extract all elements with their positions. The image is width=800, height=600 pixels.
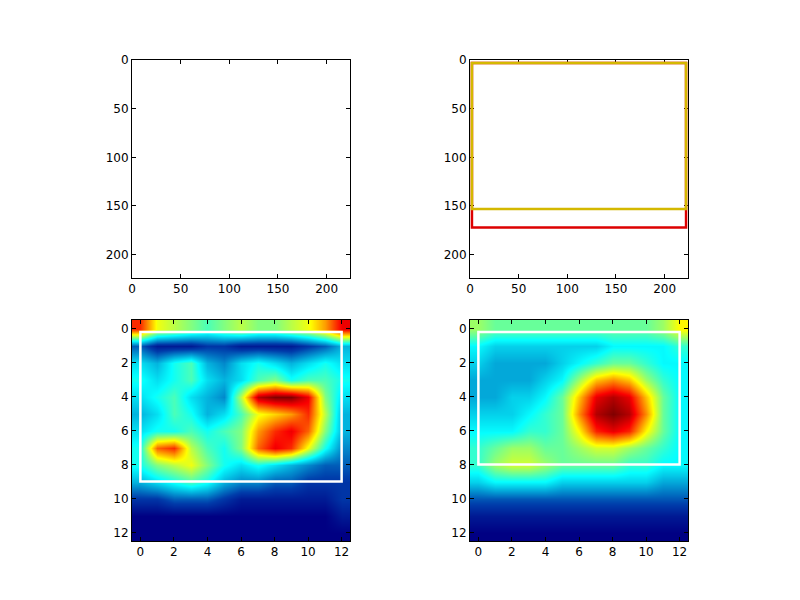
svg-text:150: 150	[605, 282, 628, 296]
svg-text:10: 10	[638, 545, 653, 559]
svg-text:100: 100	[556, 282, 579, 296]
svg-text:8: 8	[459, 458, 467, 472]
svg-text:150: 150	[444, 199, 467, 213]
svg-text:200: 200	[106, 248, 129, 262]
svg-text:0: 0	[466, 282, 474, 296]
svg-text:10: 10	[300, 545, 315, 559]
svg-text:0: 0	[459, 322, 467, 336]
svg-text:200: 200	[444, 248, 467, 262]
svg-text:8: 8	[121, 458, 129, 472]
svg-text:12: 12	[672, 545, 687, 559]
svg-text:12: 12	[113, 526, 128, 540]
svg-text:6: 6	[459, 424, 467, 438]
svg-text:2: 2	[170, 545, 178, 559]
svg-text:0: 0	[121, 322, 129, 336]
svg-text:6: 6	[121, 424, 129, 438]
svg-text:50: 50	[173, 282, 188, 296]
svg-text:0: 0	[475, 545, 483, 559]
svg-text:100: 100	[444, 151, 467, 165]
svg-text:10: 10	[113, 492, 128, 506]
svg-text:2: 2	[508, 545, 516, 559]
svg-text:50: 50	[113, 102, 128, 116]
svg-text:8: 8	[271, 545, 279, 559]
svg-text:200: 200	[315, 282, 338, 296]
svg-text:50: 50	[511, 282, 526, 296]
svg-text:12: 12	[451, 526, 466, 540]
svg-text:100: 100	[218, 282, 241, 296]
svg-text:150: 150	[106, 199, 129, 213]
svg-text:2: 2	[121, 356, 129, 370]
svg-text:6: 6	[575, 545, 583, 559]
svg-text:10: 10	[451, 492, 466, 506]
svg-text:4: 4	[204, 545, 212, 559]
svg-text:4: 4	[542, 545, 550, 559]
svg-text:100: 100	[106, 151, 129, 165]
svg-text:0: 0	[137, 545, 145, 559]
svg-text:4: 4	[121, 390, 129, 404]
svg-text:8: 8	[609, 545, 617, 559]
svg-text:150: 150	[267, 282, 290, 296]
svg-text:6: 6	[237, 545, 245, 559]
svg-text:0: 0	[459, 53, 467, 67]
svg-text:12: 12	[334, 545, 349, 559]
svg-text:4: 4	[459, 390, 467, 404]
svg-text:0: 0	[121, 53, 129, 67]
svg-text:2: 2	[459, 356, 467, 370]
svg-text:200: 200	[653, 282, 676, 296]
svg-text:50: 50	[451, 102, 466, 116]
svg-text:0: 0	[128, 282, 136, 296]
